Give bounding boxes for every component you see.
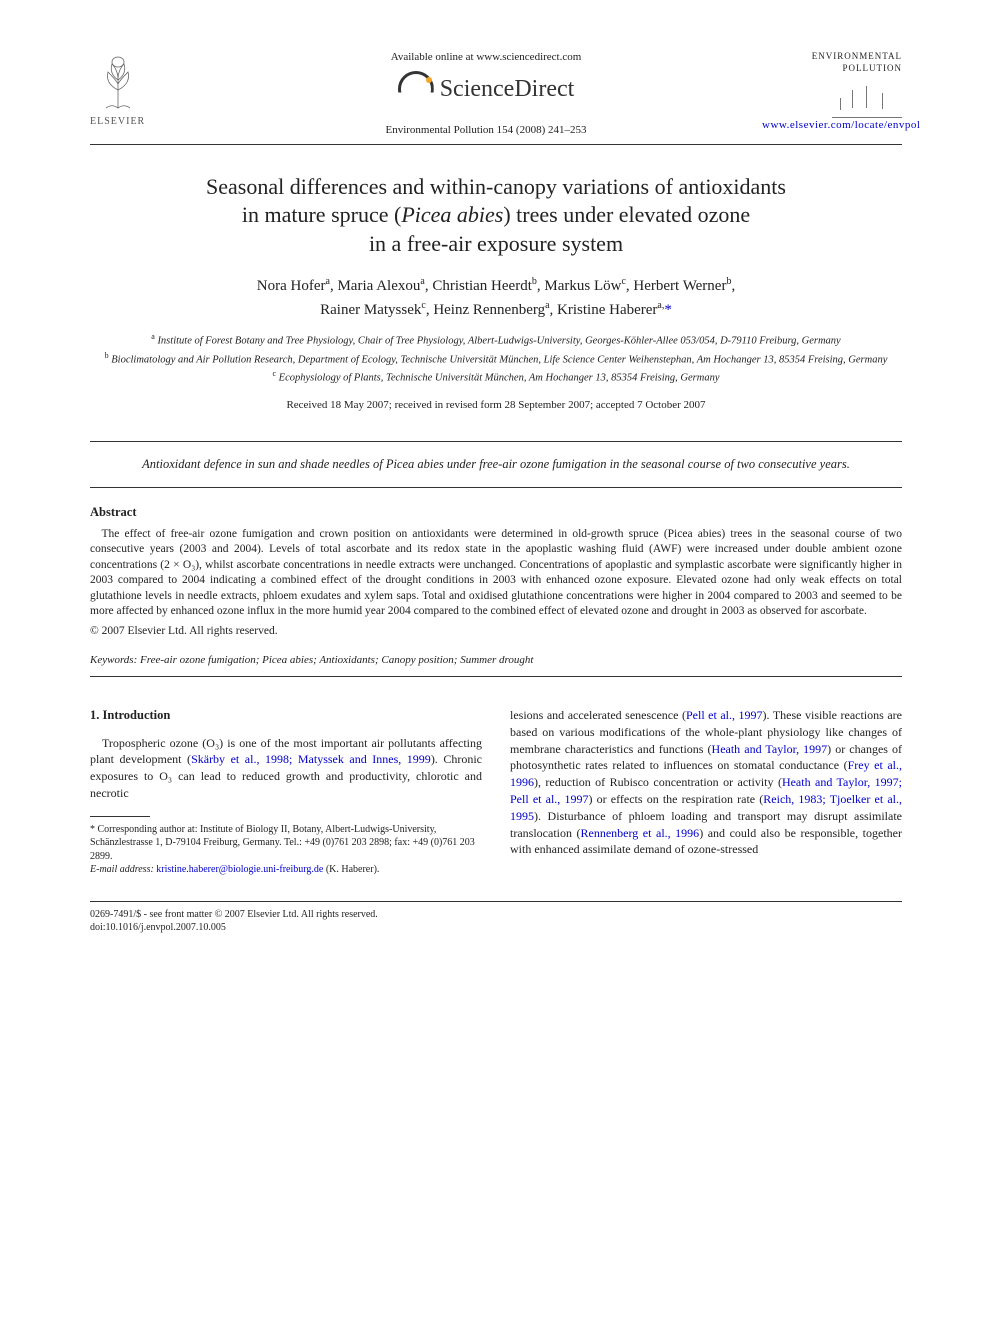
keywords-label: Keywords: xyxy=(90,654,137,666)
right-para: lesions and accelerated senescence (Pell… xyxy=(510,707,902,858)
abstract-section: Abstract The effect of free-air ozone fu… xyxy=(90,504,902,639)
corr-author-text: * Corresponding author at: Institute of … xyxy=(90,823,482,864)
sciencedirect-logo: ScienceDirect xyxy=(398,71,575,107)
platform-name: ScienceDirect xyxy=(440,73,575,105)
publisher-name: ELSEVIER xyxy=(90,115,210,129)
corresponding-author-link[interactable]: * xyxy=(664,302,672,318)
rp-1: lesions and accelerated senescence ( xyxy=(510,708,686,722)
affiliation-c: c Ecophysiology of Plants, Technische Un… xyxy=(90,368,902,386)
citation-link-skarby[interactable]: Skärby et al., 1998; Matyssek and Innes,… xyxy=(191,752,431,766)
page-header: ELSEVIER Available online at www.science… xyxy=(90,50,902,138)
corresponding-author-footnote: * Corresponding author at: Institute of … xyxy=(90,823,482,877)
corr-author-email-link[interactable]: kristine.haberer@biologie.uni-freiburg.d… xyxy=(156,864,323,875)
journal-homepage-link[interactable]: www.elsevier.com/locate/envpol xyxy=(762,119,920,131)
title-line2-pre: in mature spruce ( xyxy=(242,202,401,227)
journal-citation: Environmental Pollution 154 (2008) 241–2… xyxy=(210,123,762,138)
corr-author-email-line: E-mail address: kristine.haberer@biologi… xyxy=(90,863,482,877)
aff-c-text: Ecophysiology of Plants, Technische Univ… xyxy=(276,372,719,383)
title-line2-post: ) trees under elevated ozone xyxy=(503,202,750,227)
abstract-body: The effect of free-air ozone fumigation … xyxy=(90,527,902,620)
left-column: 1. Introduction Tropospheric ozone (O₃) … xyxy=(90,707,482,877)
article-title: Seasonal differences and within-canopy v… xyxy=(120,173,872,259)
author-list: Nora Hofera, Maria Alexoua, Christian He… xyxy=(90,274,902,321)
affiliations: a Institute of Forest Botany and Tree Ph… xyxy=(90,331,902,386)
journal-brand-icon xyxy=(832,78,902,118)
citation-link-heath1[interactable]: Heath and Taylor, 1997 xyxy=(712,742,828,756)
title-line1: Seasonal differences and within-canopy v… xyxy=(206,174,786,199)
author-3: Christian Heerdt xyxy=(432,278,532,294)
footer-issn-line: 0269-7491/$ - see front matter © 2007 El… xyxy=(90,908,902,921)
intro-heading: 1. Introduction xyxy=(90,707,482,725)
footnote-rule xyxy=(90,816,150,817)
abstract-end-rule xyxy=(90,676,902,677)
author-6-aff: c xyxy=(421,300,425,311)
author-5: Herbert Werner xyxy=(633,278,726,294)
title-species-italic: Picea abies xyxy=(401,202,503,227)
author-3-aff: b xyxy=(532,276,537,287)
page-footer: 0269-7491/$ - see front matter © 2007 El… xyxy=(90,908,902,934)
header-center: Available online at www.sciencedirect.co… xyxy=(210,50,762,138)
aff-a-text: Institute of Forest Botany and Tree Phys… xyxy=(155,336,841,347)
available-online-text: Available online at www.sciencedirect.co… xyxy=(210,50,762,65)
journal-brand-line2: POLLUTION xyxy=(762,62,902,74)
abstract-para: The effect of free-air ozone fumigation … xyxy=(90,527,902,620)
aff-b-text: Bioclimatology and Air Pollution Researc… xyxy=(109,354,888,365)
affiliation-b: b Bioclimatology and Air Pollution Resea… xyxy=(90,350,902,368)
footer-doi-line: doi:10.1016/j.envpol.2007.10.005 xyxy=(90,921,902,934)
keywords-line: Keywords: Free-air ozone fumigation; Pic… xyxy=(90,653,902,668)
author-4: Markus Löw xyxy=(544,278,621,294)
author-7: Heinz Rennenberg xyxy=(433,302,545,318)
intro-para: Tropospheric ozone (O₃) is one of the mo… xyxy=(90,735,482,802)
footer-rule xyxy=(90,901,902,902)
author-8: Kristine Haberer xyxy=(557,302,657,318)
rp-4: ), reduction of Rubisco concentration or… xyxy=(534,775,782,789)
affiliation-a: a Institute of Forest Botany and Tree Ph… xyxy=(90,331,902,349)
right-column: lesions and accelerated senescence (Pell… xyxy=(510,707,902,877)
author-7-aff: a xyxy=(545,300,549,311)
highlight-statement: Antioxidant defence in sun and shade nee… xyxy=(90,441,902,488)
header-rule xyxy=(90,144,902,145)
citation-link-rennenberg[interactable]: Rennenberg et al., 1996 xyxy=(581,826,700,840)
article-dates: Received 18 May 2007; received in revise… xyxy=(90,398,902,413)
email-label: E-mail address: xyxy=(90,864,154,875)
title-line3: in a free-air exposure system xyxy=(369,231,623,256)
elsevier-tree-icon xyxy=(90,50,146,115)
author-2-aff: a xyxy=(420,276,424,287)
journal-brand-line1: ENVIRONMENTAL xyxy=(762,50,902,62)
rp-5: ) or effects on the respiration rate ( xyxy=(588,792,763,806)
publisher-logo-block: ELSEVIER xyxy=(90,50,210,128)
author-5-aff: b xyxy=(726,276,731,287)
author-6: Rainer Matyssek xyxy=(320,302,421,318)
abstract-heading: Abstract xyxy=(90,504,902,521)
author-2: Maria Alexou xyxy=(337,278,420,294)
journal-brand-block: ENVIRONMENTAL POLLUTION www.elsevier.com… xyxy=(762,50,902,133)
author-1-aff: a xyxy=(326,276,330,287)
citation-link-pell[interactable]: Pell et al., 1997 xyxy=(686,708,763,722)
author-1: Nora Hofer xyxy=(257,278,326,294)
author-4-aff: c xyxy=(621,276,625,287)
abstract-copyright: © 2007 Elsevier Ltd. All rights reserved… xyxy=(90,624,902,640)
email-suffix: (K. Haberer). xyxy=(323,864,379,875)
sciencedirect-swoosh-icon xyxy=(398,71,434,107)
keywords-text: Free-air ozone fumigation; Picea abies; … xyxy=(137,654,533,666)
body-columns: 1. Introduction Tropospheric ozone (O₃) … xyxy=(90,707,902,877)
